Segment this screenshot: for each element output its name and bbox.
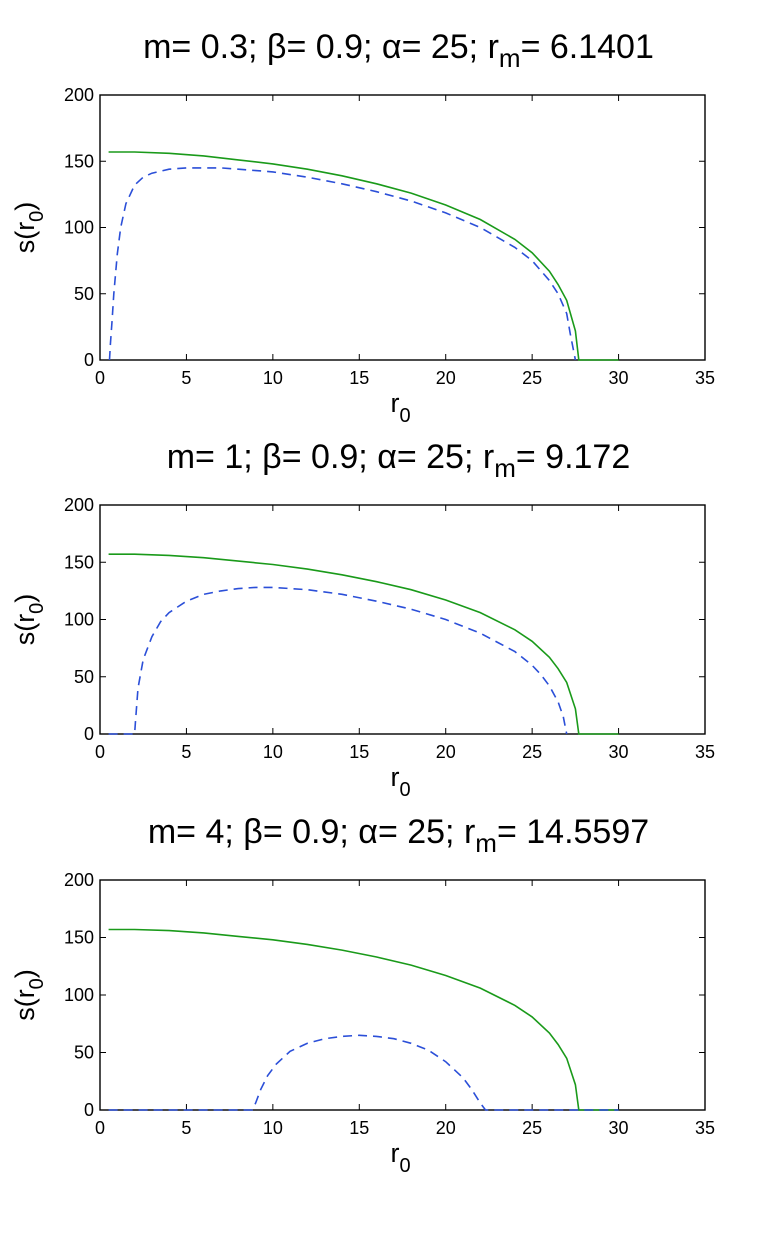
x-tick-label: 10	[263, 1118, 283, 1138]
x-tick-label: 15	[349, 1118, 369, 1138]
plot-frame	[99, 504, 706, 735]
y-axis-label-subscript: 0	[26, 978, 48, 989]
title-rm-subscript: m	[499, 43, 521, 73]
x-tick-label: 25	[522, 368, 542, 388]
title-rm-value: = 9.172	[516, 438, 630, 476]
x-tick-label: 20	[436, 1118, 456, 1138]
title-alpha-value: α= 25; r	[377, 438, 494, 476]
y-axis-label-close: )	[10, 594, 40, 603]
x-tick-label: 20	[436, 368, 456, 388]
solid-series-line	[108, 928, 619, 1111]
y-axis-label: s(r0)	[10, 202, 48, 254]
x-axis-label-subscript: 0	[399, 1155, 410, 1177]
chart-panel-2: m= 1; β= 0.9; α= 25; rm= 9.172 0 5 10 15 20 25…	[10, 438, 715, 801]
y-tick-label: 150	[64, 151, 94, 171]
y-axis-label-subscript: 0	[26, 211, 48, 222]
y-axis-label-close: )	[10, 202, 40, 211]
y-axis-label-close: )	[10, 969, 40, 978]
x-axis-label-subscript: 0	[399, 779, 410, 801]
y-tick-label: 150	[64, 552, 94, 572]
x-tick-label: 5	[181, 1118, 191, 1138]
y-tick-label: 150	[64, 928, 94, 948]
chart-title: m= 0.3; β= 0.9; α= 25; rm= 6.1401	[143, 28, 654, 73]
title-beta-value: β= 0.9;	[267, 28, 382, 66]
y-tick-label: 0	[84, 1100, 94, 1120]
x-tick-label: 10	[263, 368, 283, 388]
y-tick-label: 100	[64, 985, 94, 1005]
title-beta-value: β= 0.9;	[243, 813, 358, 851]
x-axis-label: r0	[390, 762, 410, 801]
y-axis-label-subscript: 0	[26, 603, 48, 614]
x-tick-label: 0	[95, 742, 105, 762]
y-tick-label: 200	[64, 495, 94, 515]
x-axis-label-base: r	[390, 1138, 399, 1168]
x-tick-label: 30	[609, 368, 629, 388]
chart-panel-1: m= 0.3; β= 0.9; α= 25; rm= 6.1401 0 5 10 15 2…	[10, 28, 715, 427]
title-beta-value: β= 0.9;	[262, 438, 377, 476]
x-axis-label: r0	[390, 1138, 410, 1177]
solid-series-line	[108, 553, 619, 735]
dashed-series-line	[108, 586, 568, 735]
title-alpha-value: α= 25; r	[382, 28, 499, 66]
x-tick-label: 30	[609, 1118, 629, 1138]
y-axis-label: s(r0)	[10, 969, 48, 1021]
x-axis-label: r0	[390, 388, 410, 427]
x-tick-label: 35	[695, 368, 715, 388]
x-tick-label: 15	[349, 742, 369, 762]
y-tick-label: 0	[84, 350, 94, 370]
x-tick-label: 0	[95, 368, 105, 388]
chart-panel-3: m= 4; β= 0.9; α= 25; rm= 14.5597 0 5 10 15 20…	[10, 813, 715, 1177]
x-tick-label: 25	[522, 1118, 542, 1138]
title-rm-value: = 6.1401	[521, 28, 654, 66]
title-rm-subscript: m	[475, 828, 497, 858]
y-tick-label: 200	[64, 870, 94, 890]
title-m-value: m= 0.3;	[143, 28, 267, 66]
y-tick-label: 200	[64, 85, 94, 105]
chart-title: m= 4; β= 0.9; α= 25; rm= 14.5597	[148, 813, 649, 858]
y-axis-label-base: s(r	[10, 989, 40, 1020]
x-tick-label: 15	[349, 368, 369, 388]
y-tick-label: 0	[84, 724, 94, 744]
x-tick-label: 5	[181, 742, 191, 762]
solid-series-line	[108, 151, 619, 361]
title-m-value: m= 4;	[148, 813, 243, 851]
chart-title: m= 1; β= 0.9; α= 25; rm= 9.172	[167, 438, 631, 483]
y-tick-label: 50	[74, 1043, 94, 1063]
dashed-series-line	[108, 167, 577, 361]
plot-frame	[99, 879, 706, 1111]
y-axis-label: s(r0)	[10, 594, 48, 646]
title-rm-value: = 14.5597	[497, 813, 649, 851]
x-tick-label: 5	[181, 368, 191, 388]
x-tick-label: 10	[263, 742, 283, 762]
y-tick-label: 100	[64, 218, 94, 238]
title-m-value: m= 1;	[167, 438, 262, 476]
x-axis-label-base: r	[390, 388, 399, 418]
y-tick-label: 100	[64, 610, 94, 630]
plot-frame	[99, 94, 706, 361]
y-tick-label: 50	[74, 284, 94, 304]
x-axis-label-subscript: 0	[399, 405, 410, 427]
x-tick-label: 35	[695, 1118, 715, 1138]
x-axis-label-base: r	[390, 762, 399, 792]
title-alpha-value: α= 25; r	[358, 813, 475, 851]
y-axis-label-base: s(r	[10, 614, 40, 645]
x-tick-label: 0	[95, 1118, 105, 1138]
x-tick-label: 20	[436, 742, 456, 762]
y-axis-label-base: s(r	[10, 222, 40, 253]
x-tick-label: 30	[609, 742, 629, 762]
title-rm-subscript: m	[494, 453, 516, 483]
y-tick-label: 50	[74, 667, 94, 687]
dashed-series-line	[108, 1034, 619, 1111]
x-tick-label: 35	[695, 742, 715, 762]
x-tick-label: 25	[522, 742, 542, 762]
